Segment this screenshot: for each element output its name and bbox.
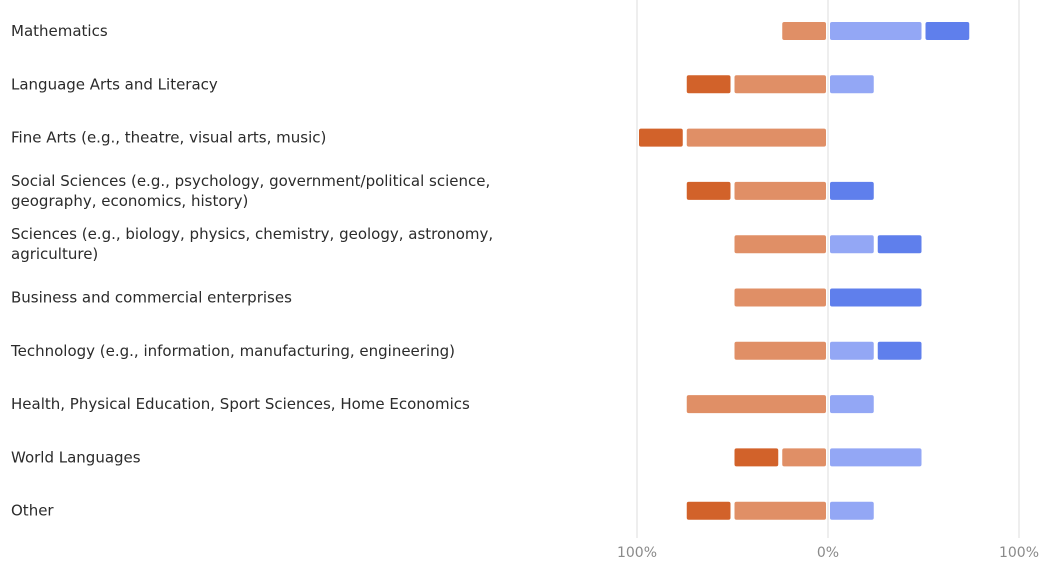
bar-segment — [734, 448, 779, 467]
bar-segment — [925, 22, 970, 40]
bar-segment — [734, 288, 826, 307]
category-label: Mathematics — [11, 22, 108, 40]
category-labels: Mathematics Language Arts and Literacy Fin… — [10, 22, 493, 520]
bar-segment — [830, 75, 874, 94]
bar-segment — [830, 181, 874, 200]
bar-segment — [830, 341, 874, 360]
bar-segment — [877, 235, 922, 254]
bar-segment — [686, 501, 731, 520]
category-label: Fine Arts (e.g., theatre, visual arts, m… — [11, 129, 326, 147]
category-label: Health, Physical Education, Sport Scienc… — [11, 395, 470, 413]
bar-segment — [830, 22, 922, 40]
x-tick-label: 100% — [617, 545, 657, 561]
bar-segment — [686, 181, 731, 200]
bar-segment — [830, 501, 874, 520]
bar-segment — [734, 75, 826, 94]
category-label: Business and commercial enterprises — [11, 289, 292, 307]
category-label: Other — [11, 502, 54, 520]
category-label: Language Arts and Literacy — [11, 75, 218, 93]
bar-segment — [734, 181, 826, 200]
x-axis-ticks: 100% 0% 100% — [617, 545, 1039, 561]
bar-segment — [830, 395, 874, 414]
bar-segment — [734, 235, 826, 254]
x-tick-label: 0% — [817, 545, 839, 561]
grid-lines — [636, 0, 1020, 538]
bar-segment — [639, 128, 683, 147]
category-label: Sciences (e.g., biology, physics, chemis… — [11, 225, 493, 243]
bar-segment — [686, 395, 826, 414]
category-label: Social Sciences (e.g., psychology, gover… — [11, 172, 490, 190]
bar-segment — [686, 128, 826, 147]
bar-segment — [782, 448, 826, 467]
bar-segment — [734, 501, 826, 520]
category-label: agriculture) — [11, 245, 98, 263]
bar-segment — [734, 341, 826, 360]
category-label: World Languages — [11, 448, 141, 466]
category-label: Technology (e.g., information, manufactu… — [10, 342, 455, 360]
bar-segment — [830, 288, 922, 307]
bar-segment — [686, 75, 731, 94]
x-tick-label: 100% — [999, 545, 1039, 561]
bar-segment — [877, 341, 922, 360]
bar-segment — [782, 22, 826, 40]
bars — [639, 22, 970, 520]
bar-segment — [830, 448, 922, 467]
bar-segment — [830, 235, 874, 254]
category-label: geography, economics, history) — [11, 192, 248, 210]
